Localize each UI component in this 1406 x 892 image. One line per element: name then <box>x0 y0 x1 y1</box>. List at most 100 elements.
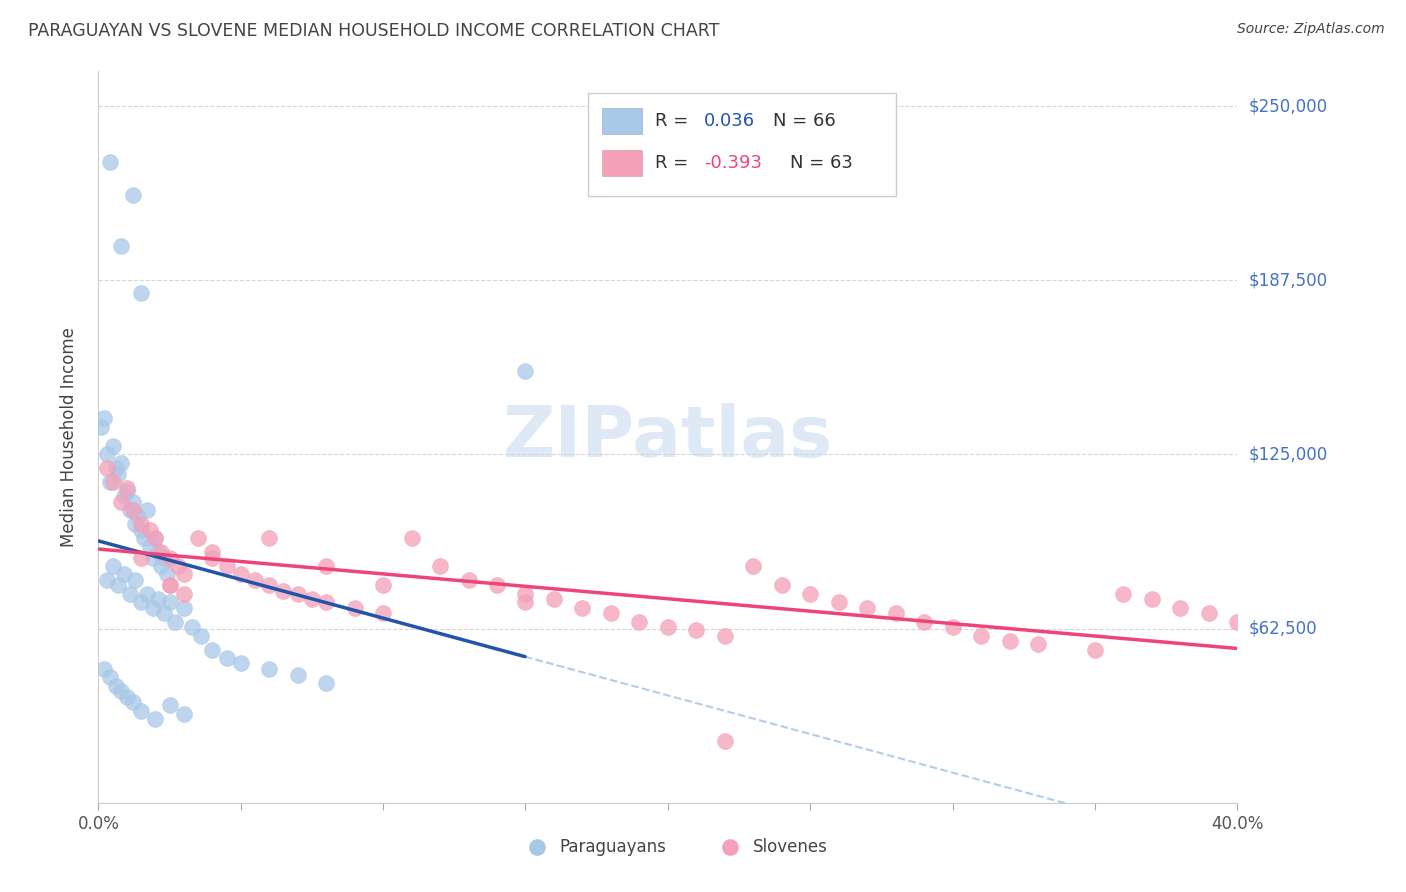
Point <box>121 188 143 202</box>
Point <box>259 662 281 676</box>
Point <box>1026 637 1049 651</box>
Point <box>159 550 181 565</box>
Text: PARAGUAYAN VS SLOVENE MEDIAN HOUSEHOLD INCOME CORRELATION CHART: PARAGUAYAN VS SLOVENE MEDIAN HOUSEHOLD I… <box>28 22 720 40</box>
Point <box>129 523 152 537</box>
Point <box>770 578 793 592</box>
Point <box>229 657 252 671</box>
Point <box>942 620 965 634</box>
Point <box>571 600 593 615</box>
Point <box>187 531 209 545</box>
Point <box>628 615 651 629</box>
Point <box>101 558 124 573</box>
Y-axis label: Median Household Income: Median Household Income <box>59 327 77 547</box>
Point <box>96 461 118 475</box>
Text: $125,000: $125,000 <box>1249 445 1327 464</box>
Point <box>515 587 537 601</box>
Point <box>173 587 195 601</box>
Point <box>150 545 173 559</box>
Point <box>373 578 395 592</box>
FancyBboxPatch shape <box>588 94 896 195</box>
Point <box>315 558 337 573</box>
Text: 0.036: 0.036 <box>704 112 755 130</box>
Text: Slovenes: Slovenes <box>754 838 828 855</box>
Point <box>121 503 143 517</box>
Point <box>600 607 623 621</box>
Text: N = 63: N = 63 <box>790 153 852 172</box>
Point <box>173 567 195 582</box>
Text: N = 66: N = 66 <box>773 112 835 130</box>
Point <box>145 712 167 726</box>
Point <box>118 503 141 517</box>
Point <box>115 690 138 704</box>
Point <box>190 629 212 643</box>
Point <box>93 411 115 425</box>
Point <box>173 600 195 615</box>
Point <box>159 578 181 592</box>
Point <box>159 698 181 713</box>
Point <box>799 587 821 601</box>
Point <box>150 558 173 573</box>
Point <box>148 592 170 607</box>
Point <box>141 600 163 615</box>
Point <box>181 620 204 634</box>
Point <box>657 620 679 634</box>
Point <box>173 706 195 721</box>
Point <box>104 461 127 475</box>
Point <box>201 550 224 565</box>
Text: ZIPatlas: ZIPatlas <box>503 402 832 472</box>
Point <box>135 503 157 517</box>
Point <box>856 600 879 615</box>
Point <box>315 676 337 690</box>
Text: R =: R = <box>655 112 695 130</box>
Point <box>259 578 281 592</box>
Bar <box>602 108 641 134</box>
Point <box>201 545 224 559</box>
Point <box>287 587 309 601</box>
Point <box>90 419 112 434</box>
Point <box>127 508 149 523</box>
Point <box>884 607 907 621</box>
Point <box>98 155 121 169</box>
Point <box>115 481 138 495</box>
Point <box>1170 600 1192 615</box>
Point <box>273 584 295 599</box>
Point <box>373 607 395 621</box>
Point <box>159 578 181 592</box>
Point <box>714 734 737 748</box>
Point <box>112 489 135 503</box>
Point <box>543 592 565 607</box>
Point <box>287 667 309 681</box>
Point <box>486 578 509 592</box>
Point <box>1226 615 1249 629</box>
Text: $250,000: $250,000 <box>1249 97 1327 115</box>
Point <box>153 550 176 565</box>
Point <box>132 531 155 545</box>
Point <box>110 495 132 509</box>
Point <box>129 704 152 718</box>
Point <box>101 439 124 453</box>
Point <box>301 592 323 607</box>
Point <box>515 595 537 609</box>
Point <box>429 558 451 573</box>
Point <box>118 587 141 601</box>
Point <box>138 540 160 554</box>
Point <box>515 364 537 378</box>
Text: Paraguayans: Paraguayans <box>560 838 666 855</box>
Text: -0.393: -0.393 <box>704 153 762 172</box>
Point <box>129 285 152 300</box>
Point <box>121 495 143 509</box>
Point <box>742 558 765 573</box>
Point <box>156 567 179 582</box>
Point <box>243 573 266 587</box>
Point <box>1112 587 1135 601</box>
Point <box>315 595 337 609</box>
Point <box>259 531 281 545</box>
Point <box>201 642 224 657</box>
Point <box>124 573 146 587</box>
Point <box>401 531 423 545</box>
Point <box>1140 592 1163 607</box>
Text: $187,500: $187,500 <box>1249 271 1327 289</box>
Point <box>215 651 238 665</box>
Point <box>1084 642 1107 657</box>
Point <box>129 517 152 532</box>
